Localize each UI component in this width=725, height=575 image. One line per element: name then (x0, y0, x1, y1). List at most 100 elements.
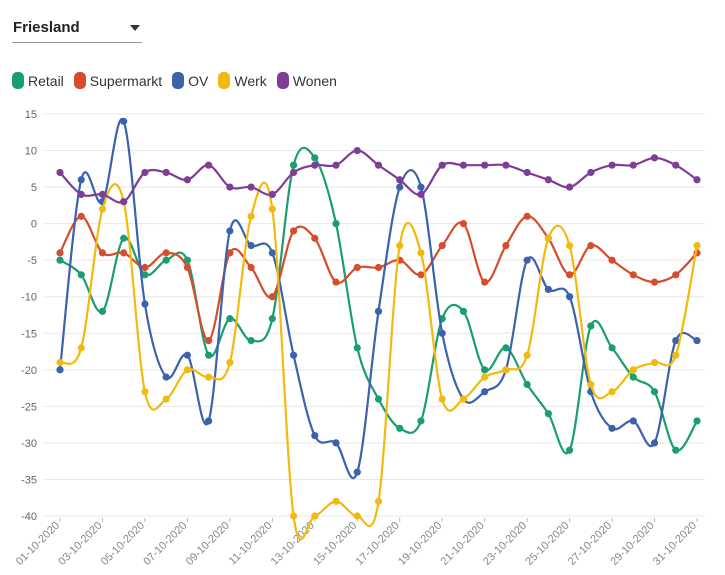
data-point-ov (120, 117, 128, 125)
data-point-supermarkt (587, 241, 595, 250)
data-point-supermarkt (523, 212, 531, 220)
series-line-ov (58, 118, 698, 480)
y-tick-label: -5 (27, 255, 37, 267)
data-point-retail (587, 322, 595, 330)
data-point-werk (502, 366, 510, 374)
y-tick-label: -15 (21, 328, 37, 340)
data-point-ov (311, 432, 319, 440)
data-point-werk (98, 205, 107, 213)
data-point-werk (417, 249, 425, 257)
region-dropdown[interactable]: Friesland (12, 14, 142, 43)
legend-item-ov[interactable]: OV (172, 72, 208, 89)
data-point-supermarkt (77, 212, 85, 220)
y-tick-label: -35 (21, 474, 37, 486)
data-point-ov (332, 439, 340, 447)
data-point-retail (77, 271, 85, 279)
data-point-werk (205, 373, 213, 381)
legend-item-werk[interactable]: Werk (218, 72, 267, 89)
data-point-wonen (608, 161, 616, 169)
data-point-retail (268, 315, 276, 323)
data-point-supermarkt (459, 220, 468, 228)
data-point-wonen (587, 168, 595, 177)
data-point-retail (56, 256, 64, 264)
caret-down-icon (130, 25, 140, 31)
x-tick-label: 09-10-2020 (184, 520, 232, 568)
legend-item-supermarkt[interactable]: Supermarkt (73, 72, 162, 89)
data-point-ov (226, 227, 234, 235)
data-point-wonen (396, 176, 404, 184)
data-point-werk (544, 234, 552, 242)
data-point-retail (332, 220, 340, 228)
data-point-werk (56, 358, 64, 367)
data-point-retail (120, 234, 128, 242)
data-point-supermarkt (353, 263, 361, 272)
data-point-retail (629, 373, 637, 381)
data-point-wonen (438, 161, 446, 169)
data-point-retail (502, 344, 510, 352)
data-point-supermarkt (438, 241, 446, 250)
data-point-supermarkt (417, 271, 425, 279)
data-point-retail (566, 446, 574, 454)
data-point-wonen (247, 183, 255, 191)
legend-label-ov: OV (188, 72, 209, 89)
data-point-retail (608, 344, 616, 352)
data-point-retail (141, 271, 149, 279)
legend-label-werk: Werk (234, 72, 267, 89)
x-tick-label: 13-10-2020 (269, 520, 317, 568)
series-line-wonen (59, 149, 698, 204)
data-point-werk (289, 512, 298, 520)
data-point-wonen (205, 161, 213, 169)
x-tick-label: 29-10-2020 (608, 520, 656, 568)
data-point-wonen (98, 190, 107, 198)
legend-swatch-ov (172, 72, 185, 89)
data-point-ov (289, 351, 298, 359)
legend-swatch-werk (218, 72, 231, 89)
data-point-supermarkt (205, 336, 213, 345)
y-tick-label: -30 (21, 438, 37, 450)
y-tick-label: 10 (25, 146, 37, 158)
data-point-supermarkt (502, 241, 510, 250)
data-point-retail (459, 307, 468, 315)
data-point-retail (374, 395, 383, 403)
data-point-retail (353, 344, 361, 352)
data-point-wonen (693, 176, 701, 184)
legend-item-wonen[interactable]: Wonen (276, 72, 337, 89)
data-point-wonen (417, 190, 425, 198)
data-point-supermarkt (311, 234, 319, 242)
data-point-ov (672, 336, 680, 345)
x-tick-label: 25-10-2020 (523, 520, 571, 568)
data-point-retail (481, 366, 489, 374)
data-point-retail (672, 446, 680, 454)
data-point-werk (141, 388, 149, 396)
legend-swatch-supermarkt (73, 72, 86, 89)
data-point-ov (438, 329, 446, 337)
y-tick-label: -20 (21, 365, 37, 377)
data-point-ov (608, 424, 616, 432)
data-point-supermarkt (141, 263, 149, 272)
data-point-supermarkt (332, 278, 340, 286)
chart-legend: Retail Supermarkt OV Werk Wonen (12, 72, 347, 89)
data-point-wonen (141, 168, 149, 177)
data-point-werk (629, 366, 637, 374)
data-point-ov (141, 300, 149, 308)
y-tick-label: 15 (25, 109, 37, 121)
data-point-wonen (226, 183, 234, 191)
data-point-werk (162, 395, 170, 403)
y-tick-label: -10 (21, 292, 37, 304)
legend-item-retail[interactable]: Retail (12, 72, 64, 89)
x-tick-label: 27-10-2020 (566, 520, 614, 568)
x-tick-label: 05-10-2020 (99, 520, 147, 568)
data-point-wonen (56, 168, 64, 177)
data-point-wonen (289, 168, 298, 177)
data-point-wonen (544, 176, 552, 184)
data-point-ov (56, 366, 64, 374)
data-point-werk (566, 241, 574, 250)
y-tick-label: -25 (21, 401, 37, 413)
data-point-wonen (629, 161, 637, 169)
x-tick-label: 03-10-2020 (56, 520, 104, 568)
data-point-supermarkt (650, 278, 659, 286)
x-tick-label: 23-10-2020 (481, 520, 529, 568)
data-point-wonen (459, 161, 468, 169)
data-point-retail (226, 315, 234, 323)
x-tick-label: 17-10-2020 (354, 520, 402, 568)
